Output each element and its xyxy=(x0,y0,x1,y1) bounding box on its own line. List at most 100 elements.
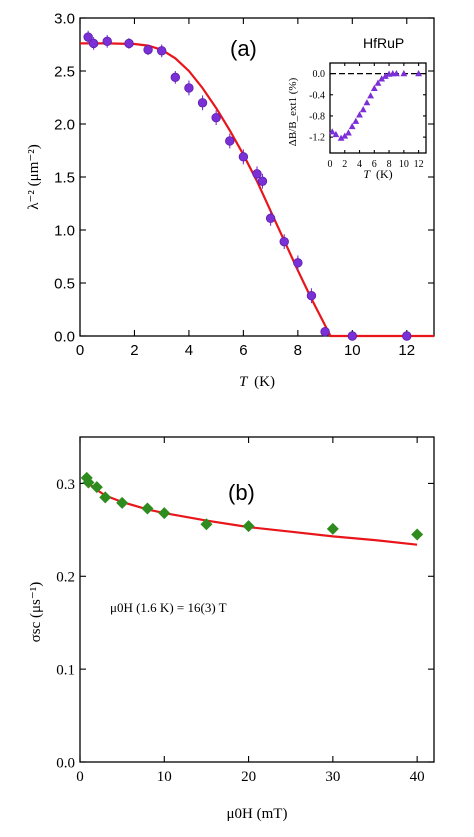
data-point xyxy=(99,491,112,504)
data-point xyxy=(88,38,99,49)
x-ticks-b: 0 10 20 30 40 xyxy=(76,437,425,785)
x-tick-label: 6 xyxy=(372,159,377,170)
x-tick-label: 0 xyxy=(76,769,84,785)
x-tick-label: 0 xyxy=(328,159,333,170)
x-axis-label-a: T (K) xyxy=(239,374,275,390)
data-point xyxy=(116,496,129,509)
x-tick-label: 8 xyxy=(387,159,392,170)
inset-data-point xyxy=(337,134,345,141)
data-point xyxy=(265,213,276,224)
inset-data-point xyxy=(328,128,336,135)
inset-data-point xyxy=(359,105,367,113)
inset-data-point xyxy=(345,129,352,136)
data-point xyxy=(124,38,134,49)
x-tick-label: 12 xyxy=(398,342,415,359)
y-tick-label: 0.0 xyxy=(54,328,75,345)
x-axis-label-b: μ0H (mT) xyxy=(227,806,288,822)
x-tick-label: 20 xyxy=(241,769,256,785)
data-points-a xyxy=(83,30,412,341)
inset-chart: 0 2 4 6 8 10 12 0.0-0.4-0.8-1.2 ΔB/B_ext1 (%) … xyxy=(287,62,427,181)
data-point xyxy=(90,481,103,494)
data-point xyxy=(184,83,194,93)
y-tick-label: 0.1 xyxy=(56,663,75,679)
data-point xyxy=(82,476,95,489)
y-tick-label: -0.8 xyxy=(309,112,325,123)
inset-frame xyxy=(329,62,427,154)
x-tick-label: 30 xyxy=(325,769,340,785)
inset-data-point xyxy=(356,111,363,118)
data-point xyxy=(225,136,235,146)
inset-x-axis-symbol: T xyxy=(363,167,371,181)
panel-a: 0 2 4 6 8 10 12 0.00.51.01.52.02.53.0 (a) HfRu… xyxy=(26,10,435,390)
data-point xyxy=(102,36,112,47)
x-ticks-a: 0 2 4 6 8 10 12 xyxy=(76,18,415,359)
x-axis-symbol-a: T xyxy=(239,374,249,390)
inset-data-point xyxy=(374,79,382,86)
data-point xyxy=(83,32,93,42)
data-point xyxy=(257,176,268,186)
y-tick-label: 0.3 xyxy=(56,477,75,493)
y-tick-label: 3.0 xyxy=(54,10,75,27)
inset-data-point xyxy=(381,72,389,79)
fit-curve-a xyxy=(80,42,434,338)
x-tick-label: 8 xyxy=(294,342,302,359)
data-point xyxy=(156,46,167,56)
inset-data-point xyxy=(370,84,378,92)
x-tick-label: 0 xyxy=(76,342,84,359)
y-tick-label: 0.0 xyxy=(56,755,75,771)
y-axis-label-a: λ⁻² (μm⁻²) xyxy=(26,144,42,210)
inset-data-point xyxy=(332,130,340,138)
inset-x-ticks: 0 2 4 6 8 10 12 xyxy=(328,63,424,170)
data-point xyxy=(197,98,208,108)
panel-label-a: (a) xyxy=(230,36,257,61)
data-point xyxy=(411,528,424,541)
data-point xyxy=(320,327,330,337)
inset-data-point xyxy=(341,132,349,139)
data-point xyxy=(279,236,289,247)
y-tick-label: 0.0 xyxy=(313,69,326,80)
inset-y-ticks: 0.0 -0.4 -0.8 -1.2 xyxy=(309,69,426,144)
y-tick-label: 0.5 xyxy=(54,275,75,292)
y-tick-label: 2.0 xyxy=(54,116,75,133)
data-point xyxy=(141,502,154,515)
y-axis-label-b: σsc (μs⁻¹) xyxy=(28,582,44,643)
panel-label-b: (b) xyxy=(228,480,255,505)
y-tick-label: 1.0 xyxy=(54,222,75,239)
x-tick-label: 6 xyxy=(239,342,247,359)
inset-data-point xyxy=(352,117,360,124)
data-point xyxy=(402,331,412,341)
inset-y-axis-label: ΔB/B_ext1 (%) xyxy=(287,77,299,146)
data-point xyxy=(211,112,221,123)
inset-data-point xyxy=(393,69,400,77)
inset-data-point xyxy=(363,99,371,106)
data-point xyxy=(252,169,262,179)
material-label: HfRuP xyxy=(363,35,404,51)
data-point xyxy=(293,258,303,268)
y-ticks-b: 0.0 0.1 0.2 0.3 xyxy=(56,477,434,771)
data-point xyxy=(158,507,171,520)
x-tick-label: 10 xyxy=(344,342,361,359)
y-tick-label: 1.5 xyxy=(54,169,75,186)
y-ticks-a: 0.0 0.5 1.0 1.5 2.0 2.5 3.0 xyxy=(54,10,434,345)
data-point xyxy=(326,522,339,535)
data-points-b xyxy=(80,471,424,541)
y-tick-label: -1.2 xyxy=(309,133,325,144)
x-tick-label: 12 xyxy=(414,159,424,170)
x-tick-label: 4 xyxy=(357,159,362,170)
inset-data-points xyxy=(328,69,423,141)
annotation-b: μ0H (1.6 K) = 16(3) T xyxy=(110,600,227,615)
data-point xyxy=(347,331,358,341)
x-tick-label: 2 xyxy=(342,159,347,170)
inset-x-axis-unit: (K) xyxy=(376,167,393,181)
data-point xyxy=(143,45,153,55)
data-point xyxy=(200,518,213,531)
y-tick-label: 2.5 xyxy=(54,63,75,80)
inset-x-axis-label: T (K) xyxy=(363,167,392,181)
x-axis-unit-a: (K) xyxy=(254,374,275,390)
x-tick-label: 10 xyxy=(157,769,172,785)
inset-data-point xyxy=(378,75,386,82)
x-tick-label: 10 xyxy=(399,159,409,170)
fit-line xyxy=(80,42,434,338)
inset-data-point xyxy=(415,69,423,77)
